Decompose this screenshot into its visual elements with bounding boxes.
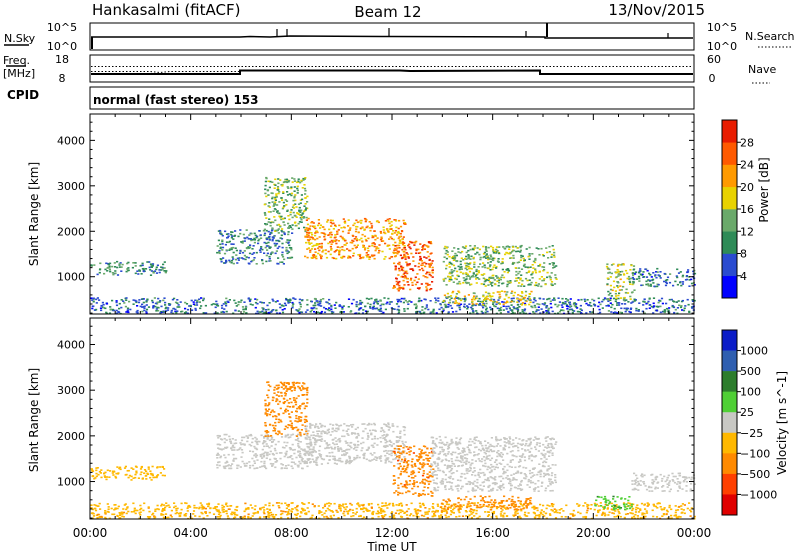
power-region (392, 240, 434, 292)
velocity-colorbar-tick-label: 1000 (740, 345, 768, 358)
velocity-colorbar-swatch (722, 453, 737, 475)
cpid-text: normal (fast stereo) 153 (93, 93, 259, 107)
velocity-colorbar-swatch (722, 350, 737, 372)
power-colorbar-tick-label: 16 (740, 203, 754, 216)
freq-label: Freq. (3, 54, 30, 67)
time-tick-label: 12:00 (375, 526, 410, 540)
noise-tick-right-top: 10^5 (707, 21, 737, 34)
cpid-panel: CPID normal (fast stereo) 153 (7, 86, 695, 110)
radar-title: Hankasalmi (fitACF) (92, 1, 240, 19)
velocity-colorbar-swatch (722, 412, 737, 434)
velocity-region (442, 495, 533, 511)
velocity-region (429, 435, 558, 493)
time-tick-label: 16:00 (475, 526, 510, 540)
freq-tick-top: 18 (55, 53, 69, 66)
power-colorbar-swatch (722, 253, 737, 277)
power-colorbar-tick-label: 20 (740, 181, 754, 194)
time-tick-label: 08:00 (274, 526, 309, 540)
nave-label: Nave (748, 63, 776, 76)
power-colorbar-swatch (722, 231, 737, 254)
velocity-ytick-label: 1000 (57, 476, 85, 489)
freq-tick-bottom: 8 (59, 72, 66, 85)
power-ytick-label: 3000 (57, 180, 85, 193)
velocity-colorbar-tick-label: −1000 (740, 488, 777, 501)
nave-tick-bottom: 0 (709, 72, 716, 85)
velocity-colorbar: 1000 500 100 25 −25 −100 −500 −1000 (721, 329, 777, 516)
velocity-colorbar-tick-label: −100 (740, 447, 770, 460)
power-ytick-label: 4000 (57, 134, 85, 147)
power-region (304, 217, 407, 260)
velocity-region (264, 381, 309, 437)
frequency-panel: Freq. [MHz] 18 8 60 0 Nave (3, 53, 776, 85)
velocity-colorbar-tick-label: −25 (740, 427, 763, 440)
velocity-colorbar-tick-label: 100 (740, 386, 761, 399)
power-ytick-label: 1000 (57, 271, 85, 284)
velocity-ylabel: Slant Range [km] (27, 368, 41, 472)
power-region (216, 229, 294, 265)
velocity-colorbar-swatch (722, 371, 737, 392)
date-title: 13/Nov/2015 (608, 1, 705, 19)
power-colorbar-swatch (722, 186, 737, 210)
velocity-region (392, 445, 435, 497)
power-ylabel: Slant Range [km] (27, 162, 41, 266)
velocity-colorbar-swatch (722, 330, 737, 351)
power-colorbar-swatch (722, 142, 737, 165)
power-colorbar-tick-label: 8 (740, 248, 747, 261)
power-ytick-label: 2000 (57, 225, 85, 238)
power-colorbar-tick-label: 12 (740, 225, 754, 238)
power-colorbar-swatch (722, 120, 737, 143)
beam-title: Beam 12 (354, 3, 421, 21)
velocity-ytick-label: 3000 (57, 384, 85, 397)
velocity-colorbar-tick-label: −500 (740, 468, 770, 481)
velocity-ytick-label: 4000 (57, 338, 85, 351)
time-tick-label: 04:00 (173, 526, 208, 540)
power-panel: 1000 2000 3000 4000 Slant Range [km] 4 8 12 16… (27, 113, 771, 315)
velocity-region (304, 422, 407, 465)
power-colorbar: 4 8 12 16 20 24 28 (721, 119, 754, 299)
velocity-ytick-label: 2000 (57, 430, 85, 443)
nave-tick-top: 60 (707, 53, 721, 66)
nsky-label: N.Sky (4, 32, 36, 45)
freq-unit-label: [MHz] (3, 67, 35, 80)
noise-tick-left-bottom: 10^0 (47, 40, 77, 53)
power-colorbar-swatch (722, 275, 737, 299)
velocity-colorbar-swatch (722, 473, 737, 495)
power-region (442, 244, 558, 288)
velocity-region (90, 502, 696, 520)
power-colorbar-tick-label: 4 (740, 270, 747, 283)
power-colorbar-swatch (722, 164, 737, 188)
velocity-colorbar-tick-label: 500 (740, 365, 761, 378)
time-tick-label: 20:00 (576, 526, 611, 540)
velocity-colorbar-swatch (722, 391, 737, 413)
velocity-colorbar-swatch (722, 494, 737, 516)
power-region (90, 260, 168, 276)
velocity-panel: 1000 2000 3000 4000 Slant Range [km] 1000 50… (27, 317, 789, 520)
noise-tick-right-bottom: 10^0 (707, 40, 737, 53)
noise-panel: N.Sky 10^5 10^0 10^5 10^0 N.Search (4, 21, 795, 53)
power-region (442, 290, 533, 306)
nsearch-label: N.Search (745, 30, 795, 43)
velocity-colorbar-swatch (722, 432, 737, 454)
power-region (605, 263, 636, 301)
power-region (263, 176, 309, 233)
noise-tick-left-top: 10^5 (47, 21, 77, 34)
power-colorbar-tick-label: 24 (740, 159, 754, 172)
time-tick-label: 00:00 (73, 526, 108, 540)
time-axis-title: Time UT (366, 540, 417, 554)
power-heatmap (90, 176, 697, 315)
velocity-region (594, 495, 633, 511)
velocity-heatmap (90, 381, 696, 520)
cpid-label: CPID (7, 88, 39, 102)
power-colorbar-tick-label: 28 (740, 136, 754, 149)
power-colorbar-swatch (722, 209, 737, 232)
velocity-region (90, 465, 166, 481)
power-colorbar-label: Power [dB] (757, 157, 771, 222)
velocity-region (215, 433, 319, 470)
velocity-colorbar-label: Velocity [m s^-1] (775, 371, 789, 475)
time-axis-labels: 00:00 04:00 08:00 12:00 16:00 20:00 00:00 (73, 526, 712, 540)
time-tick-label: 00:00 (677, 526, 712, 540)
velocity-colorbar-tick-label: 25 (740, 406, 754, 419)
